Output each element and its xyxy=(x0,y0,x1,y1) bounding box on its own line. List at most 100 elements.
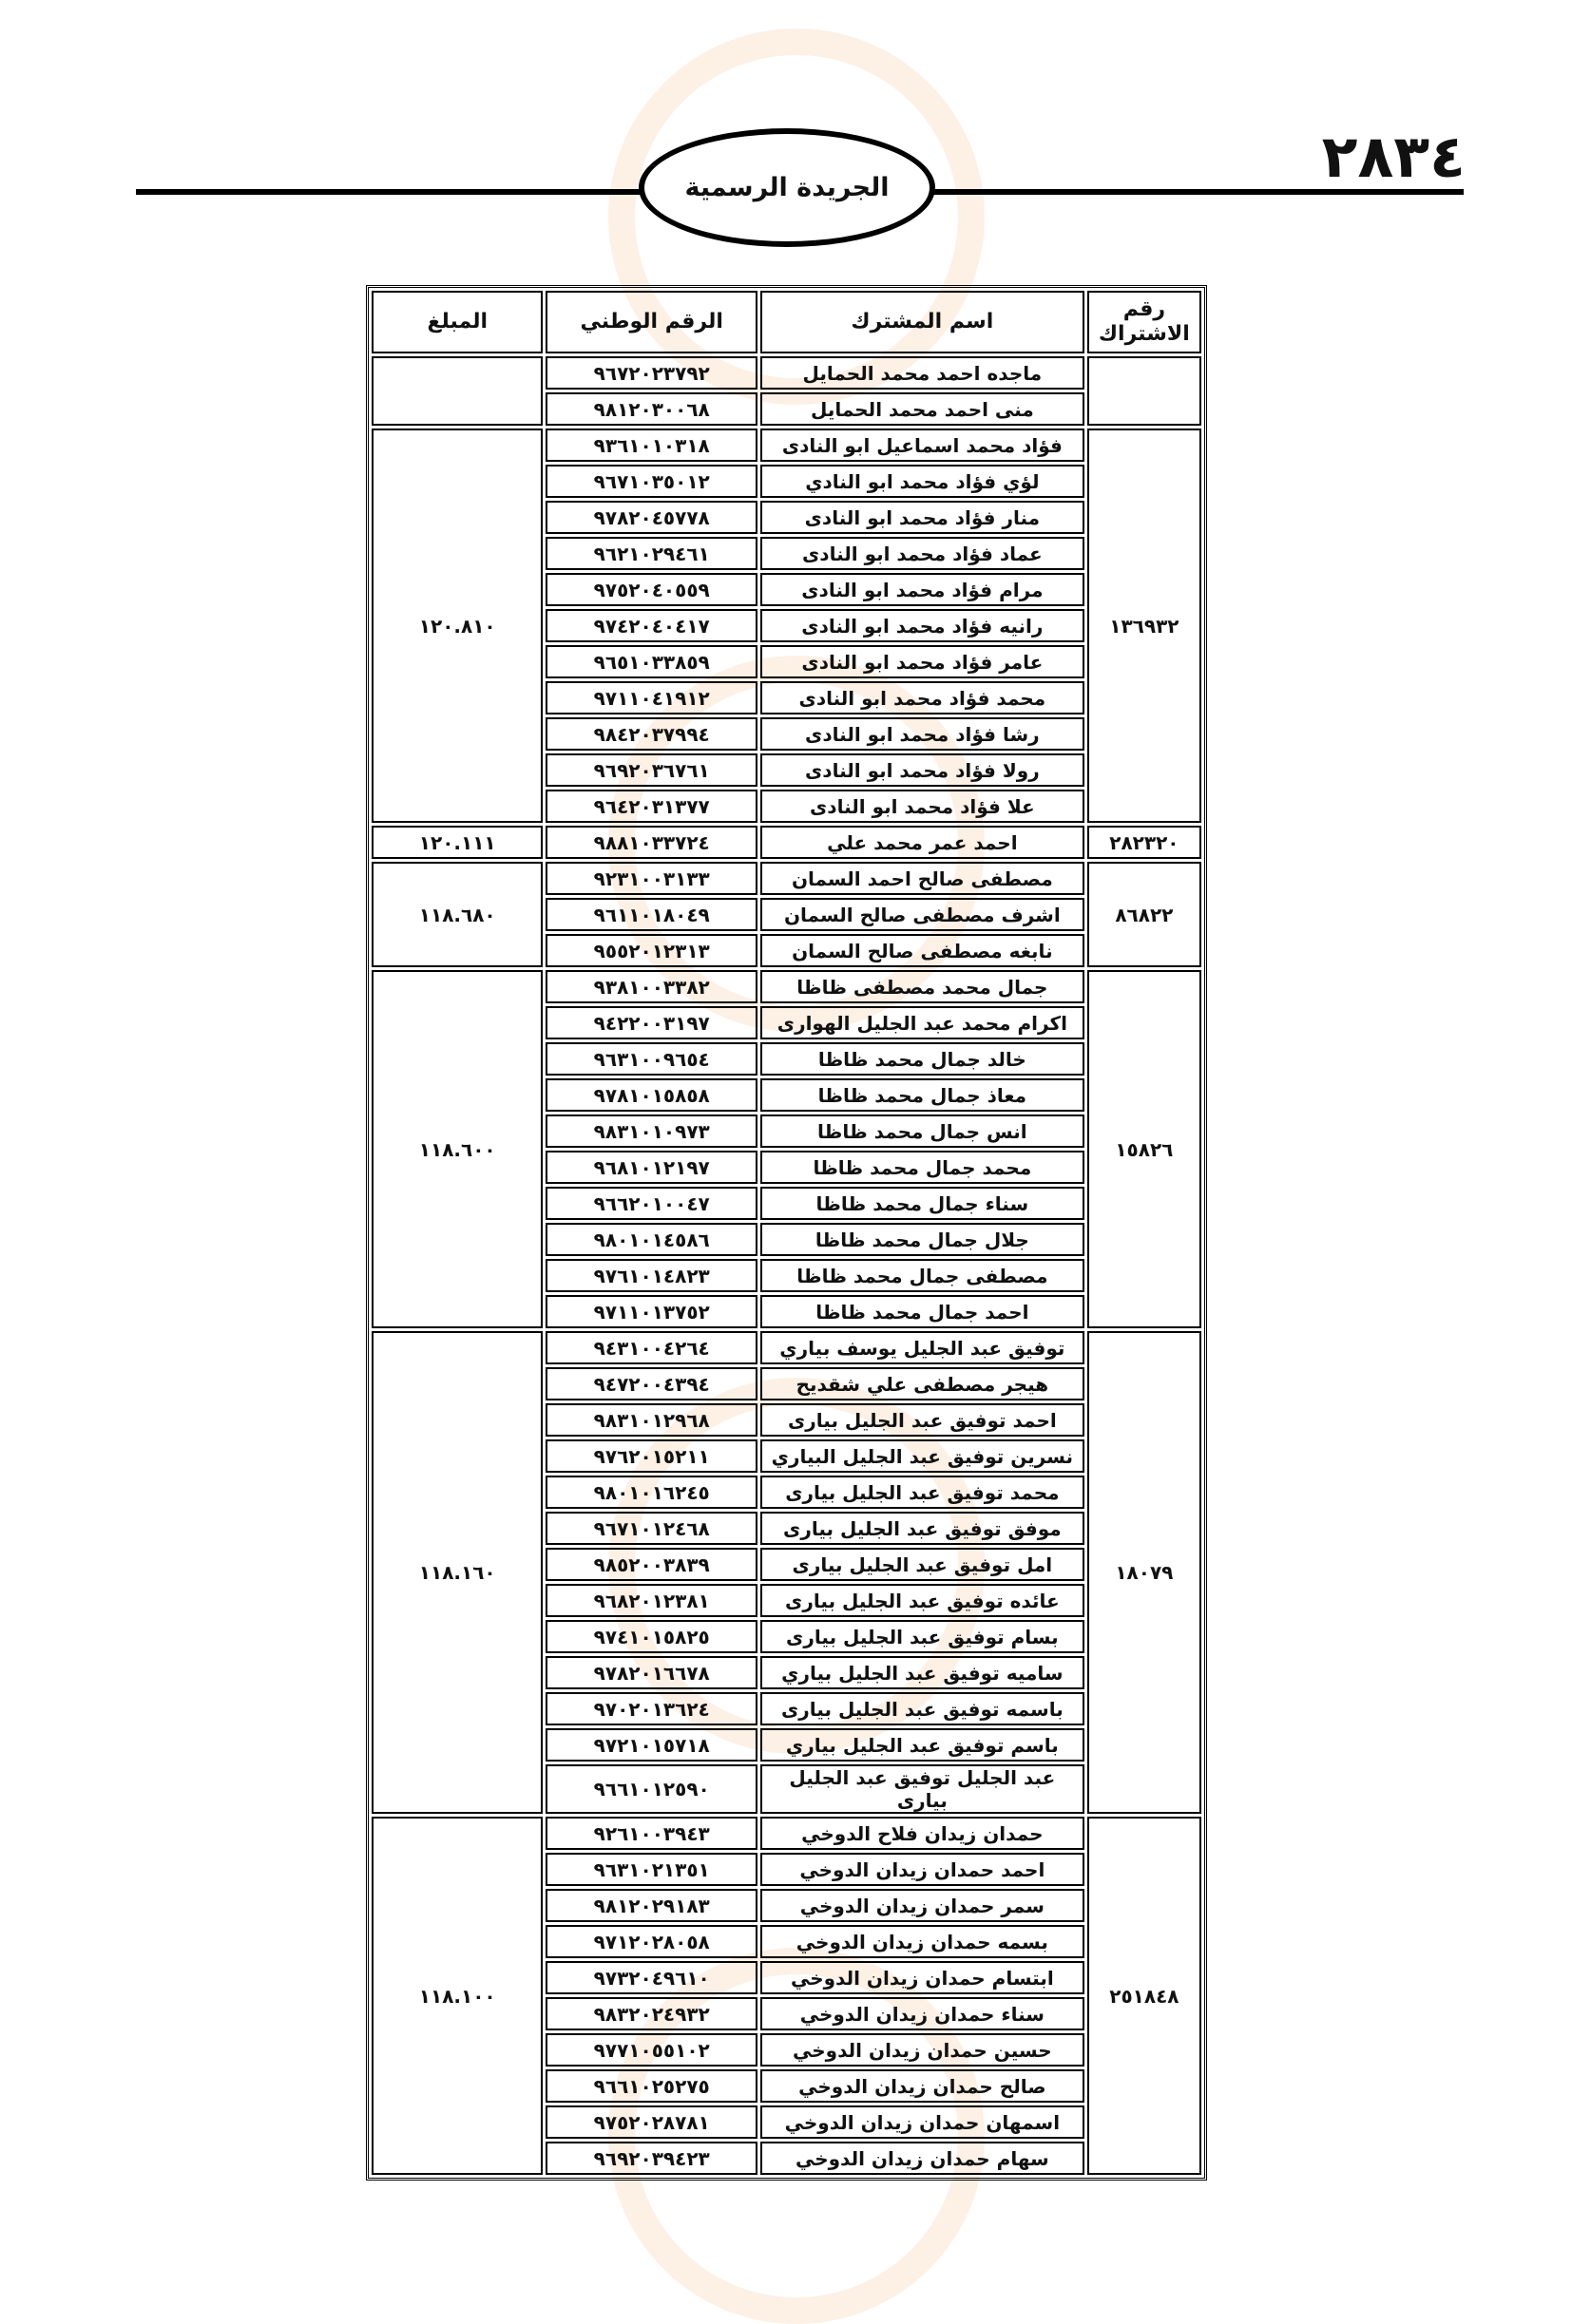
table-row: احمد حمدان زيدان الدوخي ٩٦٣١٠٢١٣٥١ xyxy=(372,1853,1201,1886)
subscriber-name-cell: توفيق عبد الجليل يوسف بياري xyxy=(759,1331,1084,1364)
subscriber-name-cell: معاذ جمال محمد ظاظا xyxy=(759,1078,1084,1112)
national-id-cell: ٩٧٣٢٠٤٩٦١٠ xyxy=(546,1961,757,1994)
table-row: بسمه حمدان زيدان الدوخي ٩٧١٢٠٢٨٠٥٨ xyxy=(372,1925,1201,1958)
subscribers-table: رقم الاشتراك اسم المشترك الرقم الوطني ال… xyxy=(366,285,1207,2181)
national-id-cell: ٩٦٢١٠٢٩٤٦١ xyxy=(546,537,757,570)
subscriber-name-cell: منار فؤاد محمد ابو النادى xyxy=(759,501,1084,534)
national-id-cell: ٩٦٣١٠٢١٣٥١ xyxy=(546,1853,757,1886)
subscriber-name-cell: باسم توفيق عبد الجليل بياري xyxy=(759,1728,1084,1762)
amount-cell: ١١٨.٦٨٠ xyxy=(372,862,544,967)
table-row: احمد توفيق عبد الجليل بيارى ٩٨٣١٠١٢٩٦٨ xyxy=(372,1403,1201,1437)
national-id-cell: ٩٧٨٢٠٤٥٧٧٨ xyxy=(546,501,757,534)
subscription-number-cell: ١٥٨٢٦ xyxy=(1086,970,1201,1328)
national-id-cell: ٩٧٨٢٠١٦٦٧٨ xyxy=(546,1656,757,1689)
subscriber-name-cell: احمد عمر محمد علي xyxy=(759,826,1084,859)
table-row: صالح حمدان زيدان الدوخي ٩٦٦١٠٢٥٢٧٥ xyxy=(372,2069,1201,2103)
header-amount: المبلغ xyxy=(372,291,544,353)
table-row: ٢٥١٨٤٨ حمدان زيدان فلاح الدوخي ٩٢٦١٠٠٣٩٤٣ ١… xyxy=(372,1817,1201,2175)
subscriber-name-cell: محمد جمال محمد ظاظا xyxy=(759,1151,1084,1184)
national-id-cell: ٩٨٠١٠١٦٢٤٥ xyxy=(546,1476,757,1509)
table-row: سمر حمدان زيدان الدوخي ٩٨١٢٠٢٩١٨٣ xyxy=(372,1889,1201,1922)
national-id-cell: ٩٦٦١٠٢٥٢٧٥ xyxy=(546,2069,757,2103)
header-subscriber-name: اسم المشترك xyxy=(759,291,1084,353)
national-id-cell: ٩٧٤١٠١٥٨٢٥ xyxy=(546,1620,757,1653)
subscriber-name-cell: جمال محمد مصطفى ظاظا xyxy=(759,970,1084,1003)
subscriber-name-cell: موفق توفيق عبد الجليل بيارى xyxy=(759,1512,1084,1545)
amount-cell: ١١٨.٦٠٠ xyxy=(372,970,544,1328)
subscriber-name-cell: اسمهان حمدان زيدان الدوخي xyxy=(759,2105,1084,2139)
subscriber-name-cell: جلال جمال محمد ظاظا xyxy=(759,1223,1084,1256)
national-id-cell: ٩٣٦١٠١٠٣١٨ xyxy=(546,429,757,462)
publication-title-oval: الجريدة الرسمية xyxy=(639,128,935,247)
national-id-cell: ٩٨٣١٠١٢٩٦٨ xyxy=(546,1403,757,1437)
national-id-cell: ٩٦٧١٠٣٥٠١٢ xyxy=(546,465,757,498)
table-row: عامر فؤاد محمد ابو النادى ٩٦٥١٠٣٣٨٥٩ xyxy=(372,645,1201,678)
table-row: رشا فؤاد محمد ابو النادى ٩٨٤٢٠٣٧٩٩٤ xyxy=(372,717,1201,751)
amount-cell: ١٢٠.٨١٠ xyxy=(372,429,544,823)
subscriber-name-cell: لؤي فؤاد محمد ابو النادي xyxy=(759,465,1084,498)
table-row: عماد فؤاد محمد ابو النادى ٩٦٢١٠٢٩٤٦١ xyxy=(372,537,1201,570)
subscription-number-cell: ٢٨٢٣٢٠ xyxy=(1086,826,1201,859)
national-id-cell: ٩٦٦٢٠١٠٠٤٧ xyxy=(546,1187,757,1220)
table-header-row: رقم الاشتراك اسم المشترك الرقم الوطني ال… xyxy=(372,291,1201,353)
national-id-cell: ٩٧٧١٠٥٥١٠٢ xyxy=(546,2033,757,2067)
table-row: ماجده احمد محمد الحمايل ٩٦٧٢٠٢٣٧٩٢ xyxy=(372,356,1201,426)
subscriber-name-cell: منى احمد محمد الحمايل xyxy=(759,392,1084,426)
table-row: نابغه مصطفى صالح السمان ٩٥٥٢٠١٢٣١٣ xyxy=(372,934,1201,967)
table-row: ٢٨٢٣٢٠ احمد عمر محمد علي ٩٨٨١٠٣٣٧٢٤ ١٢٠.١١١ xyxy=(372,826,1201,859)
national-id-cell: ٩٦٦١٠١٢٥٩٠ xyxy=(546,1764,757,1814)
subscriber-name-cell: محمد فؤاد محمد ابو النادى xyxy=(759,681,1084,714)
table-row: مرام فؤاد محمد ابو النادى ٩٧٥٢٠٤٠٥٥٩ xyxy=(372,573,1201,606)
subscription-number-cell: ٨٦٨٢٢ xyxy=(1086,862,1201,967)
subscriber-name-cell: بسام توفيق عبد الجليل بيارى xyxy=(759,1620,1084,1653)
subscriber-name-cell: فؤاد محمد اسماعيل ابو النادى xyxy=(759,429,1084,462)
subscriber-name-cell: باسمه توفيق عبد الجليل بيارى xyxy=(759,1692,1084,1725)
table-row: باسم توفيق عبد الجليل بياري ٩٧٢١٠١٥٧١٨ xyxy=(372,1728,1201,1762)
table-row: انس جمال محمد ظاظا ٩٨٣١٠١٠٩٧٣ xyxy=(372,1114,1201,1148)
national-id-cell: ٩٦٥١٠٣٣٨٥٩ xyxy=(546,645,757,678)
table-row: لؤي فؤاد محمد ابو النادي ٩٦٧١٠٣٥٠١٢ xyxy=(372,465,1201,498)
national-id-cell: ٩٤٣١٠٠٤٢٦٤ xyxy=(546,1331,757,1364)
table-row: منى احمد محمد الحمايل ٩٨١٢٠٣٠٠٦٨ xyxy=(372,392,1201,426)
national-id-cell: ٩٥٥٢٠١٢٣١٣ xyxy=(546,934,757,967)
subscriber-name-cell: مرام فؤاد محمد ابو النادى xyxy=(759,573,1084,606)
national-id-cell: ٩٦٩٢٠٣٦٧٦١ xyxy=(546,753,757,787)
national-id-cell: ٩٨٨١٠٣٣٧٢٤ xyxy=(546,826,757,859)
table-row: باسمه توفيق عبد الجليل بيارى ٩٧٠٢٠١٣٦٢٤ xyxy=(372,1692,1201,1725)
national-id-cell: ٩٨٣٢٠٢٤٩٣٢ xyxy=(546,1997,757,2030)
national-id-cell: ٩٦٣١٠٠٩٦٥٤ xyxy=(546,1042,757,1076)
national-id-cell: ٩٦٨١٠١٢١٩٧ xyxy=(546,1151,757,1184)
subscriber-name-cell: احمد جمال محمد ظاظا xyxy=(759,1295,1084,1328)
subscriber-name-cell: علا فؤاد محمد ابو النادى xyxy=(759,790,1084,823)
subscriber-name-cell: عبد الجليل توفيق عبد الجليل بيارى xyxy=(759,1764,1084,1814)
national-id-cell: ٩٦٧٢٠٢٣٧٩٢ xyxy=(546,356,757,390)
subscriber-name-cell: امل توفيق عبد الجليل بيارى xyxy=(759,1548,1084,1581)
table-row: عائده توفيق عبد الجليل بيارى ٩٦٨٢٠١٢٣٨١ xyxy=(372,1584,1201,1617)
subscriber-name-cell: اشرف مصطفى صالح السمان xyxy=(759,898,1084,931)
subscriber-name-cell: حسين حمدان زيدان الدوخي xyxy=(759,2033,1084,2067)
subscriber-name-cell: عائده توفيق عبد الجليل بيارى xyxy=(759,1584,1084,1617)
table-row: ١٨٠٧٩ توفيق عبد الجليل يوسف بياري ٩٤٣١٠٠٤٢… xyxy=(372,1331,1201,1814)
table-row: ساميه توفيق عبد الجليل بياري ٩٧٨٢٠١٦٦٧٨ xyxy=(372,1656,1201,1689)
table-row: محمد توفيق عبد الجليل بيارى ٩٨٠١٠١٦٢٤٥ xyxy=(372,1476,1201,1509)
table-row: هيجر مصطفى علي شقديح ٩٤٧٢٠٠٤٣٩٤ xyxy=(372,1367,1201,1400)
subscription-number-cell: ٢٥١٨٤٨ xyxy=(1086,1817,1201,2175)
national-id-cell: ٩٧٤٢٠٤٠٤١٧ xyxy=(546,609,757,642)
national-id-cell: ٩٧٨١٠١٥٨٥٨ xyxy=(546,1078,757,1112)
table-row: اكرام محمد عبد الجليل الهوارى ٩٤٢٢٠٠٣١٩٧ xyxy=(372,1006,1201,1039)
page-number: ٢٨٣٤ xyxy=(1321,122,1466,191)
table-row: رولا فؤاد محمد ابو النادى ٩٦٩٢٠٣٦٧٦١ xyxy=(372,753,1201,787)
national-id-cell: ٩٧٦١٠١٤٨٢٣ xyxy=(546,1259,757,1292)
table-row: موفق توفيق عبد الجليل بيارى ٩٦٧١٠١٢٤٦٨ xyxy=(372,1512,1201,1545)
subscriber-name-cell: مصطفى صالح احمد السمان xyxy=(759,862,1084,895)
subscriber-name-cell: عامر فؤاد محمد ابو النادى xyxy=(759,645,1084,678)
national-id-cell: ٩٦٩٢٠٣٩٤٢٣ xyxy=(546,2142,757,2175)
subscriber-name-cell: سناء جمال محمد ظاظا xyxy=(759,1187,1084,1220)
subscriber-name-cell: ماجده احمد محمد الحمايل xyxy=(759,356,1084,390)
table-row: بسام توفيق عبد الجليل بيارى ٩٧٤١٠١٥٨٢٥ xyxy=(372,1620,1201,1653)
national-id-cell: ٩٨٤٢٠٣٧٩٩٤ xyxy=(546,717,757,751)
national-id-cell: ٩٧٠٢٠١٣٦٢٤ xyxy=(546,1692,757,1725)
subscriber-name-cell: بسمه حمدان زيدان الدوخي xyxy=(759,1925,1084,1958)
table-row: احمد جمال محمد ظاظا ٩٧١١٠١٣٧٥٢ xyxy=(372,1295,1201,1328)
subscriber-name-cell: ابتسام حمدان زيدان الدوخي xyxy=(759,1961,1084,1994)
